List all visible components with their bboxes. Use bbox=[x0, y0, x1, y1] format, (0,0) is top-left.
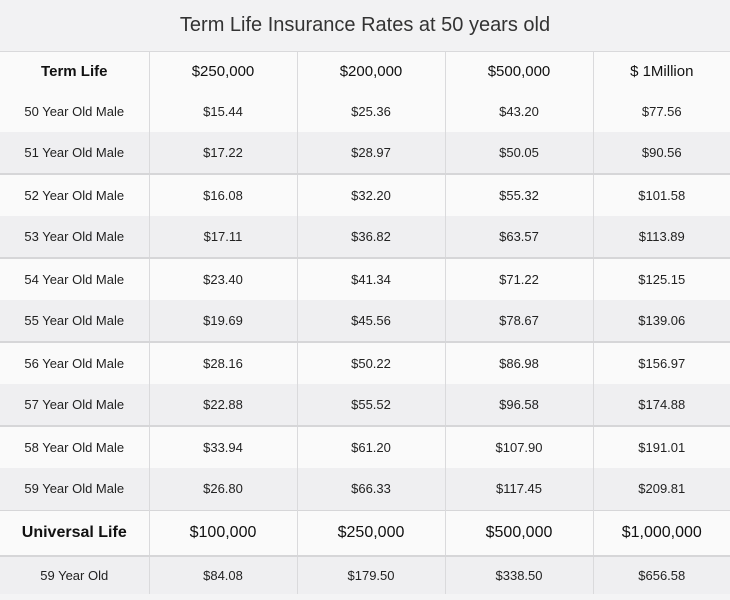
rate-value: $78.67 bbox=[445, 300, 594, 343]
rate-value: $656.58 bbox=[638, 568, 686, 583]
rate-value: $90.56 bbox=[593, 132, 730, 175]
rate-value: $16.08 bbox=[149, 174, 298, 216]
coverage-column-header: $500,000 bbox=[445, 52, 594, 90]
rate-value: $23.40 bbox=[149, 258, 298, 300]
rate-value: $19.69 bbox=[149, 300, 298, 343]
rate-value: $43.20 bbox=[445, 90, 594, 132]
rate-value: $156.97 bbox=[638, 356, 686, 371]
row-label: 51 Year Old Male bbox=[0, 132, 150, 175]
coverage-column-header: $1,000,000 bbox=[621, 523, 702, 541]
rate-value: $139.06 bbox=[593, 300, 730, 343]
rate-value: $41.34 bbox=[297, 258, 446, 300]
coverage-column-header: $ 1Million bbox=[630, 62, 694, 80]
rate-value: $22.88 bbox=[149, 384, 298, 427]
rates-table-body: Term Life $250,000 $200,000 $500,000 $ 1Mill… bbox=[0, 52, 730, 594]
rate-value: $33.94 bbox=[149, 426, 298, 468]
table-row: 59 Year Old $84.08 $179.50 $338.50 $656.58 bbox=[0, 556, 730, 594]
row-label: 59 Year Old bbox=[0, 556, 150, 594]
rate-value: $191.01 bbox=[638, 440, 686, 455]
rate-value: $179.50 bbox=[297, 556, 446, 594]
table-row: 51 Year Old Male $17.22 $28.97 $50.05 $90.56 bbox=[0, 132, 730, 175]
rate-value: $17.22 bbox=[149, 132, 298, 175]
coverage-column-header: $250,000 bbox=[297, 510, 446, 556]
rate-value: $96.58 bbox=[445, 384, 594, 427]
rate-value: $26.80 bbox=[149, 468, 298, 510]
rate-value: $101.58 bbox=[638, 188, 686, 203]
page-title: Term Life Insurance Rates at 50 years ol… bbox=[0, 0, 730, 52]
table-row: 59 Year Old Male $26.80 $66.33 $117.45 $209.… bbox=[0, 468, 730, 510]
rate-value: $55.32 bbox=[445, 174, 594, 216]
rate-value: $86.98 bbox=[445, 342, 594, 384]
row-label: 50 Year Old Male bbox=[0, 90, 150, 132]
table-row: 53 Year Old Male $17.11 $36.82 $63.57 $113.8… bbox=[0, 216, 730, 259]
rate-value: $32.20 bbox=[297, 174, 446, 216]
table-row: 55 Year Old Male $19.69 $45.56 $78.67 $139.0… bbox=[0, 300, 730, 343]
table-row: 50 Year Old Male $15.44 $25.36 $43.20 $77.56 bbox=[0, 90, 730, 132]
row-label: 52 Year Old Male bbox=[0, 174, 150, 216]
term-life-header-row: Term Life $250,000 $200,000 $500,000 $ 1Mill… bbox=[0, 52, 730, 90]
table-row: 56 Year Old Male $28.16 $50.22 $86.98 $156.9… bbox=[0, 342, 730, 384]
section-label: Universal Life bbox=[0, 510, 150, 556]
coverage-column-header: $500,000 bbox=[445, 510, 594, 556]
rate-value: $209.81 bbox=[638, 481, 686, 497]
rate-value: $15.44 bbox=[149, 90, 298, 132]
rate-value: $28.16 bbox=[149, 342, 298, 384]
row-label: 55 Year Old Male bbox=[0, 300, 150, 343]
rate-value: $55.52 bbox=[297, 384, 446, 427]
rate-value: $174.88 bbox=[593, 384, 730, 427]
rate-value: $63.57 bbox=[445, 216, 594, 259]
rate-value: $66.33 bbox=[297, 468, 446, 510]
row-label: 56 Year Old Male bbox=[0, 342, 150, 384]
rates-table: Term Life $250,000 $200,000 $500,000 $ 1Mill… bbox=[0, 52, 730, 594]
coverage-column-header: $250,000 bbox=[149, 52, 298, 90]
rate-value: $77.56 bbox=[641, 103, 682, 119]
row-label: 54 Year Old Male bbox=[0, 258, 150, 300]
rate-value: $25.36 bbox=[297, 90, 446, 132]
rate-value: $338.50 bbox=[445, 556, 594, 594]
rate-value: $17.11 bbox=[149, 216, 298, 259]
rate-value: $50.05 bbox=[445, 132, 594, 175]
table-row: 52 Year Old Male $16.08 $32.20 $55.32 $101.5… bbox=[0, 174, 730, 216]
row-label: 53 Year Old Male bbox=[0, 216, 150, 259]
universal-life-header-row: Universal Life $100,000 $250,000 $500,000 $1… bbox=[0, 510, 730, 556]
rate-value: $113.89 bbox=[593, 216, 730, 259]
section-label: Term Life bbox=[0, 52, 150, 90]
rate-value: $117.45 bbox=[445, 468, 594, 510]
rate-value: $50.22 bbox=[297, 342, 446, 384]
rate-value: $84.08 bbox=[149, 556, 298, 594]
rate-value: $71.22 bbox=[445, 258, 594, 300]
rate-value: $107.90 bbox=[445, 426, 594, 468]
coverage-column-header: $100,000 bbox=[149, 510, 298, 556]
rate-value: $61.20 bbox=[297, 426, 446, 468]
row-label: 58 Year Old Male bbox=[0, 426, 150, 468]
rate-value: $125.15 bbox=[638, 272, 686, 287]
row-label: 57 Year Old Male bbox=[0, 384, 150, 427]
row-label: 59 Year Old Male bbox=[0, 468, 150, 510]
rate-value: $45.56 bbox=[297, 300, 446, 343]
coverage-column-header: $200,000 bbox=[297, 52, 446, 90]
rate-value: $28.97 bbox=[297, 132, 446, 175]
table-row: 57 Year Old Male $22.88 $55.52 $96.58 $174.8… bbox=[0, 384, 730, 427]
rate-value: $36.82 bbox=[297, 216, 446, 259]
table-row: 54 Year Old Male $23.40 $41.34 $71.22 $125.1… bbox=[0, 258, 730, 300]
table-row: 58 Year Old Male $33.94 $61.20 $107.90 $191.… bbox=[0, 426, 730, 468]
